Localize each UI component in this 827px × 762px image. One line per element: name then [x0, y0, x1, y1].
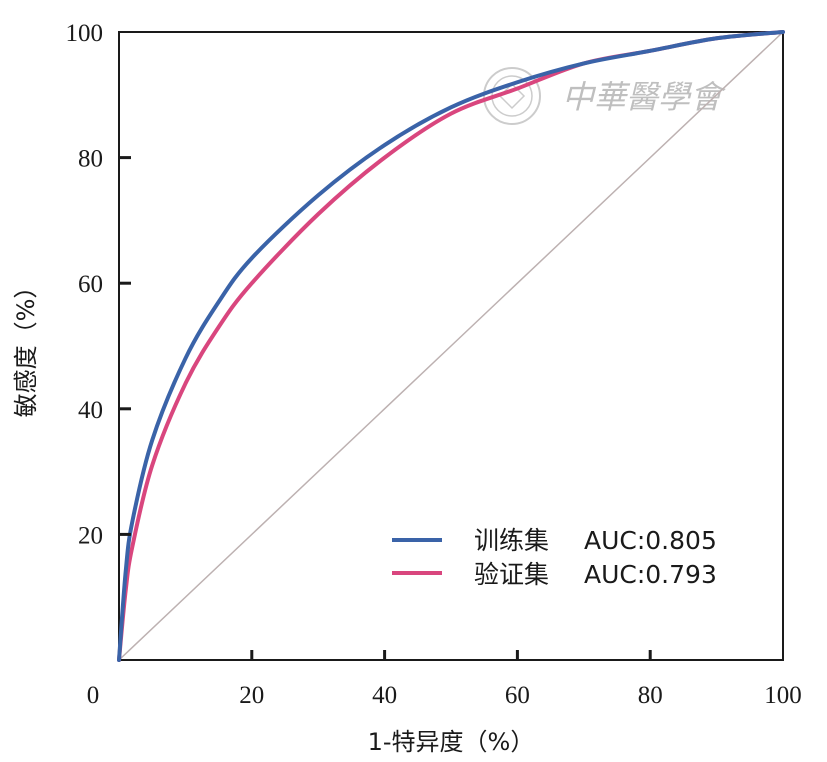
x-tick-label: 100 — [764, 682, 802, 709]
society-seal-icon — [483, 67, 541, 125]
y-tick-label: 60 — [78, 271, 103, 298]
y-tick-label: 80 — [78, 146, 103, 173]
legend-label-validation: 验证集 — [474, 560, 549, 589]
legend-auc-train: AUC:0.805 — [584, 526, 717, 555]
legend-label-train: 训练集 — [474, 526, 549, 555]
legend-auc-validation: AUC:0.793 — [584, 560, 717, 589]
legend: 训练集 AUC:0.805 验证集 AUC:0.793 — [392, 526, 717, 589]
x-tick-label: 60 — [505, 682, 530, 709]
y-axis-title: 敏感度（%） — [12, 275, 40, 418]
y-tick-label: 100 — [66, 20, 104, 47]
x-tick-label: 0 — [87, 682, 100, 709]
x-tick-label: 20 — [239, 682, 264, 709]
x-axis-title: 1-特异度（%） — [368, 728, 535, 756]
reference-diagonal — [118, 31, 784, 661]
watermark-text: 中華醫學會 — [562, 78, 726, 116]
series-layer — [117, 30, 785, 662]
series-line-train — [117, 30, 785, 662]
y-tick-label: 40 — [78, 397, 103, 424]
x-tick-label: 40 — [372, 682, 397, 709]
plot-frame — [118, 31, 784, 661]
y-tick-label: 20 — [78, 522, 103, 549]
ticks-layer: 0 20 40 60 80 100 20 40 60 80 100 — [66, 20, 802, 709]
watermark: 中華醫學會 — [483, 67, 726, 125]
x-tick-label: 80 — [638, 682, 663, 709]
